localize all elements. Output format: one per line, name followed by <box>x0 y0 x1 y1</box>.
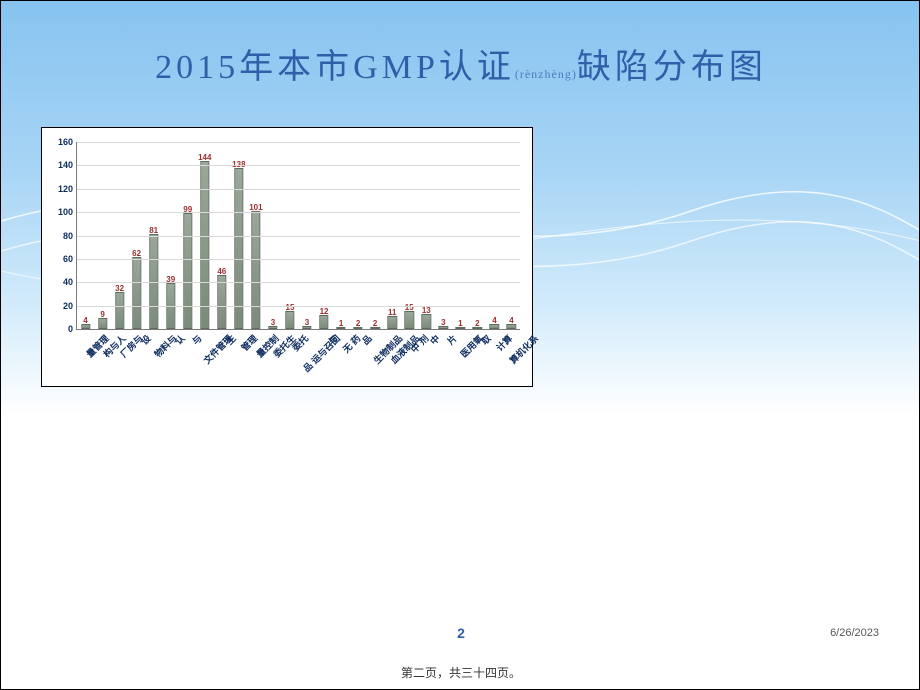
grid-line <box>77 212 520 213</box>
plot-area: 4量管理9构与人32厂房与62设81物料与39认99与144文件管理46生138… <box>76 142 520 330</box>
bar-value: 3 <box>441 318 445 327</box>
title-suffix: 缺陷分布图 <box>577 49 767 86</box>
y-tick: 60 <box>63 254 77 264</box>
bar: 2 <box>370 327 379 329</box>
bar: 144 <box>200 161 209 329</box>
bar-value: 81 <box>149 226 158 235</box>
bar: 9 <box>98 318 107 329</box>
grid-line <box>77 282 520 283</box>
bar: 11 <box>388 316 397 329</box>
bar-value: 4 <box>83 316 87 325</box>
title-pinyin: (rènzhèng) <box>515 67 577 81</box>
bar-value: 144 <box>198 153 211 162</box>
bar: 4 <box>507 324 516 329</box>
grid-line <box>77 306 520 307</box>
bar-value: 46 <box>217 267 226 276</box>
grid-line <box>77 259 520 260</box>
y-tick: 120 <box>58 184 77 194</box>
bar-value: 2 <box>475 319 479 328</box>
date-label: 6/26/2023 <box>830 627 879 639</box>
bar-value: 1 <box>339 319 343 328</box>
bar-value: 13 <box>422 306 431 315</box>
y-tick: 160 <box>58 137 77 147</box>
footer-text: 第二页，共三十四页。 <box>1 664 920 681</box>
bar-value: 2 <box>373 319 377 328</box>
slide: 2015年本市GMP认证(rènzhèng)缺陷分布图 4量管理9构与人32厂房… <box>0 0 920 690</box>
bar-value: 32 <box>115 284 124 293</box>
bar: 15 <box>285 311 294 329</box>
y-tick: 0 <box>68 324 77 334</box>
y-tick: 40 <box>63 277 77 287</box>
y-tick: 80 <box>63 231 77 241</box>
bar: 32 <box>115 292 124 329</box>
page-number: 2 <box>1 625 920 641</box>
bar: 13 <box>422 314 431 329</box>
bar: 99 <box>183 213 192 329</box>
bar-value: 62 <box>132 249 141 258</box>
grid-line <box>77 189 520 190</box>
bar: 15 <box>405 311 414 329</box>
bar-value: 4 <box>492 316 496 325</box>
bar: 12 <box>319 315 328 329</box>
bar-value: 9 <box>100 310 104 319</box>
bar-chart: 4量管理9构与人32厂房与62设81物料与39认99与144文件管理46生138… <box>41 127 533 387</box>
y-tick: 140 <box>58 160 77 170</box>
bar: 46 <box>217 275 226 329</box>
x-tick: 算机化系 <box>504 329 541 366</box>
bar-value: 3 <box>305 318 309 327</box>
bar-value: 2 <box>356 319 360 328</box>
bar-value: 1 <box>458 319 462 328</box>
bar-value: 4 <box>509 316 513 325</box>
bar: 101 <box>251 211 260 329</box>
bar-value: 12 <box>320 307 329 316</box>
bar: 3 <box>302 326 311 330</box>
bar: 4 <box>490 324 499 329</box>
y-tick: 100 <box>58 207 77 217</box>
bar: 3 <box>268 326 277 330</box>
bar: 1 <box>336 327 345 329</box>
y-tick: 20 <box>63 301 77 311</box>
slide-title: 2015年本市GMP认证(rènzhèng)缺陷分布图 <box>1 39 920 88</box>
title-prefix: 2015年本市GMP认证 <box>155 49 515 86</box>
grid-line <box>77 142 520 143</box>
bar: 62 <box>132 257 141 329</box>
x-tick: 与 <box>186 329 204 347</box>
grid-line <box>77 236 520 237</box>
bar: 1 <box>456 327 465 329</box>
bar-value: 11 <box>388 308 396 317</box>
grid-line <box>77 165 520 166</box>
bar-value: 138 <box>232 160 245 169</box>
bar-value: 101 <box>249 203 262 212</box>
bar: 4 <box>81 324 90 329</box>
bar-value: 3 <box>271 318 275 327</box>
